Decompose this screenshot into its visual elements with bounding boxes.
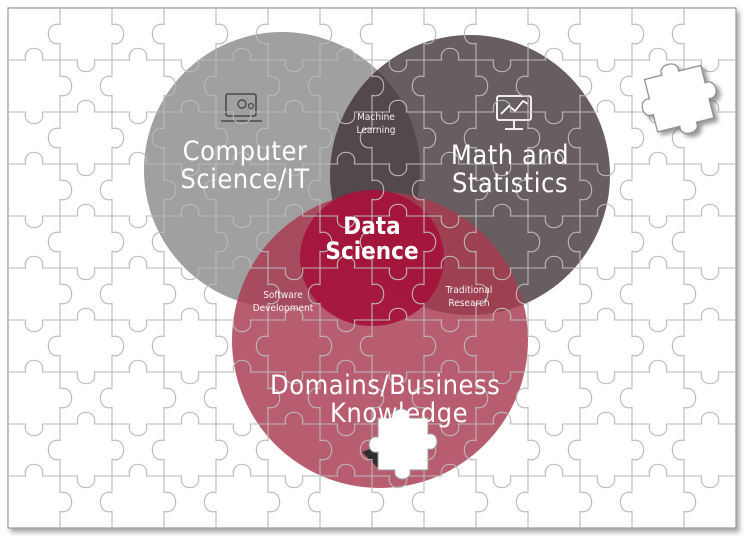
traditional-research-line-1: Traditional	[445, 285, 493, 296]
machine-learning-line-2: Learning	[356, 124, 396, 136]
loose-puzzle-piece	[641, 63, 717, 134]
computer-science-line-2: Science/IT	[180, 164, 310, 196]
math-statistics-label: Math and Statistics	[440, 140, 580, 200]
math-statistics-line-1: Math and	[450, 140, 570, 171]
missing-piece-hole	[368, 408, 438, 480]
math-statistics-line-2: Statistics	[451, 168, 569, 200]
data-science-label: Data Science	[322, 212, 422, 266]
traditional-research-line-2: Research	[448, 297, 490, 309]
domain-knowledge-line-1: Domains/Business	[270, 370, 501, 401]
computer-science-line-1: Computer	[182, 136, 308, 167]
domain-knowledge-line-2: Knowledge	[330, 398, 469, 430]
chart-monitor-icon	[496, 95, 532, 130]
puzzle-grid	[8, 8, 736, 528]
domain-knowledge-label: Domains/Business Knowledge	[270, 370, 501, 430]
computer-gear-icon	[221, 93, 262, 122]
data-science-line-2: Science	[325, 237, 419, 266]
software-development-line-2: Development	[252, 302, 314, 314]
data-science-line-1: Data	[343, 212, 401, 240]
computer-science-label: Computer Science/IT	[170, 136, 320, 196]
puzzle-cut-lines	[8, 8, 736, 528]
traditional-research-label: Traditional Research	[424, 285, 514, 310]
software-development-label: Software Development	[238, 290, 328, 315]
venn-circles	[144, 32, 610, 488]
machine-learning-line-1: Machine	[357, 112, 395, 123]
machine-learning-label: Machine Learning	[336, 112, 416, 137]
software-development-line-1: Software	[263, 290, 303, 301]
